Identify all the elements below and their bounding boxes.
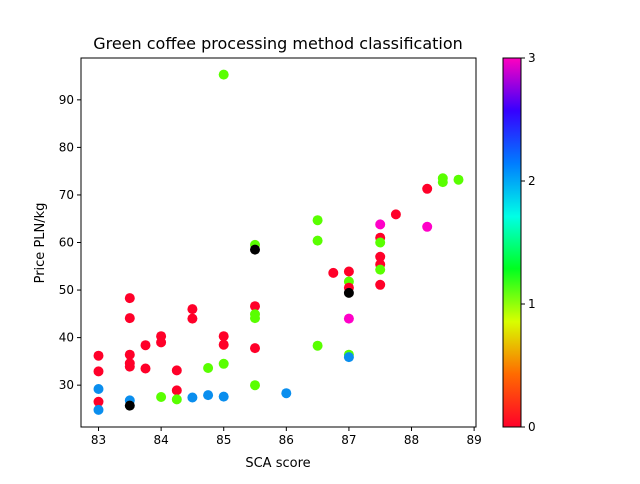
scatter-point [422, 183, 433, 194]
scatter-point [375, 219, 386, 230]
scatter-point [250, 380, 260, 391]
scatter-point [343, 287, 354, 298]
plot-area: 83 84 85 86 87 88 89 30 40 50 60 70 80 90 [59, 57, 482, 447]
colorbar-tick-label: 1 [528, 297, 536, 311]
scatter-point [375, 237, 386, 248]
scatter-point [250, 343, 260, 354]
scatter-point [124, 349, 135, 360]
x-tick-label: 85 [216, 433, 231, 447]
scatter-point [203, 390, 214, 401]
scatter-point [124, 293, 135, 304]
colorbar-tick-label: 3 [528, 51, 536, 65]
x-tick-label: 86 [279, 433, 294, 447]
scatter-point [93, 350, 104, 361]
scatter-point [343, 313, 354, 324]
scatter-point [171, 385, 182, 396]
scatter-point [93, 404, 104, 415]
colorbar: 0 1 2 3 [502, 51, 536, 434]
scatter-point [140, 363, 151, 374]
x-tick-label: 88 [404, 433, 419, 447]
scatter-point [187, 304, 198, 315]
scatter-point [218, 339, 229, 350]
scatter-point [187, 313, 198, 324]
colorbar-tick-label: 0 [528, 420, 536, 434]
scatter-point [124, 361, 135, 372]
scatter-point [375, 279, 386, 290]
scatter-point [156, 337, 167, 348]
scatter-point [93, 384, 104, 394]
x-tick-label: 84 [153, 433, 168, 447]
scatter-point [343, 266, 354, 277]
scatter-point [171, 365, 182, 376]
scatter-point [124, 400, 135, 411]
scatter-point [250, 313, 260, 324]
y-axis-label: Price PLN/kg [33, 203, 48, 284]
y-tick-label: 60 [59, 236, 74, 250]
chart-title: Green coffee processing method classific… [93, 34, 463, 53]
scatter-point [93, 366, 104, 377]
scatter-point [156, 392, 167, 402]
scatter-point [218, 69, 229, 80]
scatter-point [250, 301, 260, 312]
y-tick-label: 40 [59, 331, 74, 345]
scatter-point [250, 244, 260, 255]
y-tick-label: 70 [59, 188, 74, 202]
scatter-point [93, 396, 104, 407]
colorbar-gradient [502, 57, 522, 428]
x-tick-label: 89 [466, 433, 481, 447]
y-tick-label: 30 [59, 378, 74, 392]
scatter-point [281, 388, 292, 399]
scatter-point [453, 174, 464, 185]
y-tick-label: 80 [59, 140, 74, 154]
y-tick-label: 50 [59, 283, 74, 297]
scatter-point [218, 358, 229, 369]
scatter-point [140, 340, 151, 351]
x-axis-label: SCA score [245, 456, 310, 471]
scatter-point [437, 177, 448, 188]
scatter-point [328, 267, 339, 278]
scatter-point [312, 215, 323, 226]
scatter-point [187, 392, 198, 403]
y-tick-label: 90 [59, 93, 74, 107]
scatter-point [171, 394, 182, 405]
x-tick-label: 83 [91, 433, 106, 447]
scatter-point [218, 331, 229, 342]
scatter-point [375, 264, 386, 275]
scatter-point [124, 313, 135, 324]
colorbar-tick-label: 2 [528, 174, 536, 188]
scatter-point [375, 251, 386, 262]
scatter-point [218, 391, 229, 402]
scatter-point [422, 221, 433, 232]
scatter-point [203, 363, 214, 373]
x-tick-label: 87 [341, 433, 356, 447]
scatter-point [312, 235, 323, 246]
scatter-point [390, 209, 401, 220]
scatter-point [312, 340, 323, 351]
scatter-point [343, 352, 354, 363]
